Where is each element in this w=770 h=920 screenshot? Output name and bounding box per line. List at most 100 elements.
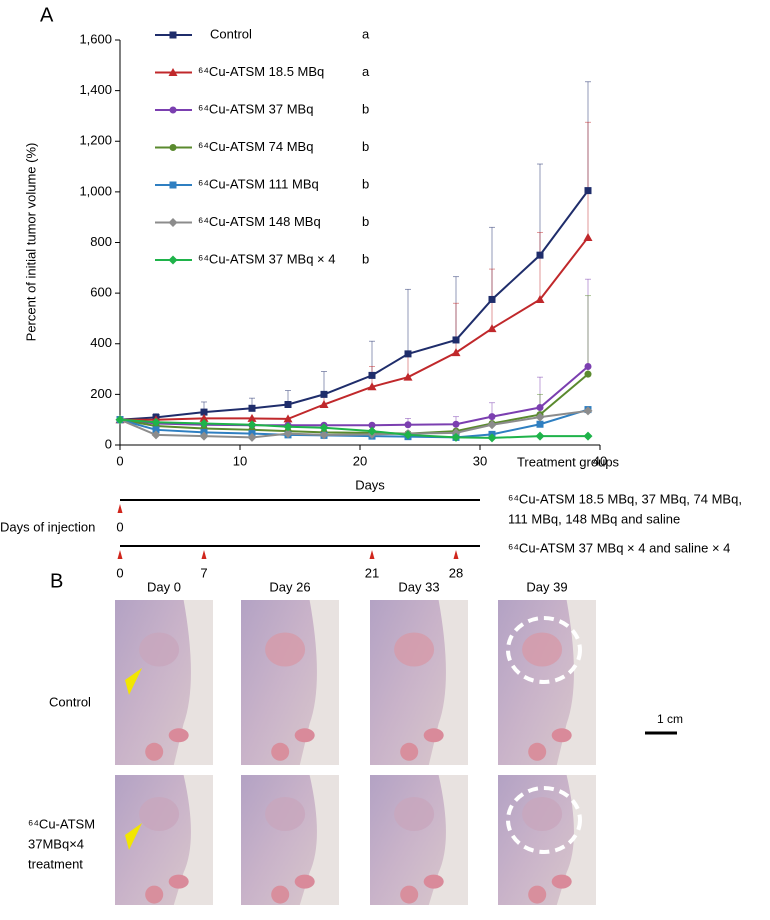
injection-day: 21 bbox=[365, 565, 379, 580]
marker bbox=[115, 415, 125, 425]
photo-paw bbox=[423, 728, 444, 743]
legend-label: ⁶⁴Cu-ATSM 148 MBq bbox=[198, 214, 321, 229]
arrowhead bbox=[125, 823, 142, 850]
marker bbox=[169, 106, 177, 114]
y-tick-label: 600 bbox=[90, 285, 112, 300]
marker bbox=[451, 348, 461, 357]
marker bbox=[151, 430, 161, 440]
marker bbox=[535, 431, 545, 441]
photo-paw bbox=[168, 874, 189, 889]
marker bbox=[583, 431, 593, 441]
photo-leg bbox=[528, 885, 547, 904]
marker bbox=[584, 187, 592, 195]
injection-day: 0 bbox=[116, 565, 123, 580]
series-line bbox=[119, 365, 589, 427]
photo-leg bbox=[400, 885, 419, 904]
photo-leg bbox=[271, 742, 290, 761]
marker bbox=[368, 371, 376, 379]
marker bbox=[452, 336, 460, 344]
marker bbox=[451, 428, 461, 438]
legend-group: b bbox=[362, 251, 369, 266]
marker bbox=[320, 390, 328, 398]
marker bbox=[452, 420, 460, 428]
legend-label: Control bbox=[210, 26, 252, 41]
marker bbox=[168, 255, 178, 265]
injection-day: 7 bbox=[200, 565, 207, 580]
x-tick-label: 40 bbox=[593, 453, 607, 468]
photo-tumor bbox=[394, 797, 435, 831]
series-line bbox=[119, 409, 589, 439]
marker bbox=[283, 422, 293, 432]
marker bbox=[248, 404, 256, 412]
marker bbox=[451, 432, 461, 442]
marker bbox=[583, 232, 593, 241]
marker bbox=[247, 432, 257, 442]
row-label: ⁶⁴Cu-ATSM bbox=[28, 816, 95, 831]
marker bbox=[403, 372, 413, 381]
error-bar bbox=[405, 288, 411, 354]
y-tick-label: 400 bbox=[90, 335, 112, 350]
x-tick-label: 20 bbox=[353, 453, 367, 468]
marker bbox=[536, 420, 544, 428]
photo-paw bbox=[168, 728, 189, 743]
error-bar bbox=[453, 302, 459, 353]
photo-leg bbox=[400, 742, 419, 761]
photo-paw bbox=[294, 728, 315, 743]
injection-arrow bbox=[369, 550, 375, 559]
marker bbox=[584, 363, 592, 371]
marker bbox=[403, 430, 413, 440]
marker bbox=[200, 408, 208, 416]
photo-tumor bbox=[139, 797, 180, 831]
x-tick-label: 0 bbox=[116, 453, 123, 468]
note: Treatment groups bbox=[517, 454, 620, 469]
photo-paw bbox=[294, 874, 315, 889]
marker bbox=[199, 418, 209, 428]
marker bbox=[487, 324, 497, 333]
row-label: treatment bbox=[28, 856, 83, 871]
legend-group: b bbox=[362, 214, 369, 229]
marker bbox=[151, 417, 161, 427]
legend-group: b bbox=[362, 176, 369, 191]
marker bbox=[368, 421, 376, 429]
column-label: Day 26 bbox=[269, 579, 310, 594]
marker bbox=[169, 181, 177, 189]
marker bbox=[319, 430, 329, 440]
injection-arrow bbox=[453, 550, 459, 559]
series-line bbox=[119, 373, 589, 435]
row-label: 37MBq×4 bbox=[28, 836, 84, 851]
marker bbox=[247, 413, 257, 422]
marker bbox=[404, 350, 412, 358]
photo-tumor bbox=[522, 797, 563, 831]
error-bar bbox=[585, 295, 591, 375]
marker bbox=[199, 413, 209, 422]
marker bbox=[319, 400, 329, 408]
marker bbox=[536, 251, 544, 259]
injection-day: 0 bbox=[116, 519, 123, 534]
photo-leg bbox=[145, 742, 164, 761]
legend-label: ⁶⁴Cu-ATSM 37 MBq × 4 bbox=[198, 251, 336, 266]
y-tick-label: 1,200 bbox=[79, 133, 112, 148]
panel-label: B bbox=[50, 570, 63, 592]
y-tick-label: 200 bbox=[90, 386, 112, 401]
y-tick-label: 1,600 bbox=[79, 31, 112, 46]
error-bar bbox=[537, 231, 543, 300]
legend-label: ⁶⁴Cu-ATSM 37 MBq bbox=[198, 101, 313, 116]
marker bbox=[283, 429, 293, 439]
series-line bbox=[119, 418, 588, 439]
error-bar bbox=[585, 121, 591, 238]
photo-tumor bbox=[139, 632, 180, 667]
marker bbox=[584, 370, 592, 378]
marker bbox=[199, 431, 209, 441]
marker bbox=[169, 144, 177, 151]
marker bbox=[367, 426, 377, 436]
photo-tumor bbox=[522, 632, 563, 667]
marker bbox=[152, 426, 160, 434]
y-tick-label: 800 bbox=[90, 234, 112, 249]
y-tick-label: 1,400 bbox=[79, 82, 112, 97]
marker bbox=[284, 401, 292, 408]
timeline-text: ⁶⁴Cu-ATSM 37 MBq × 4 and saline × 4 bbox=[508, 540, 730, 555]
marker bbox=[583, 406, 593, 416]
series-line bbox=[119, 408, 589, 439]
timeline-text: 111 MBq, 148 MBq and saline bbox=[508, 511, 680, 526]
